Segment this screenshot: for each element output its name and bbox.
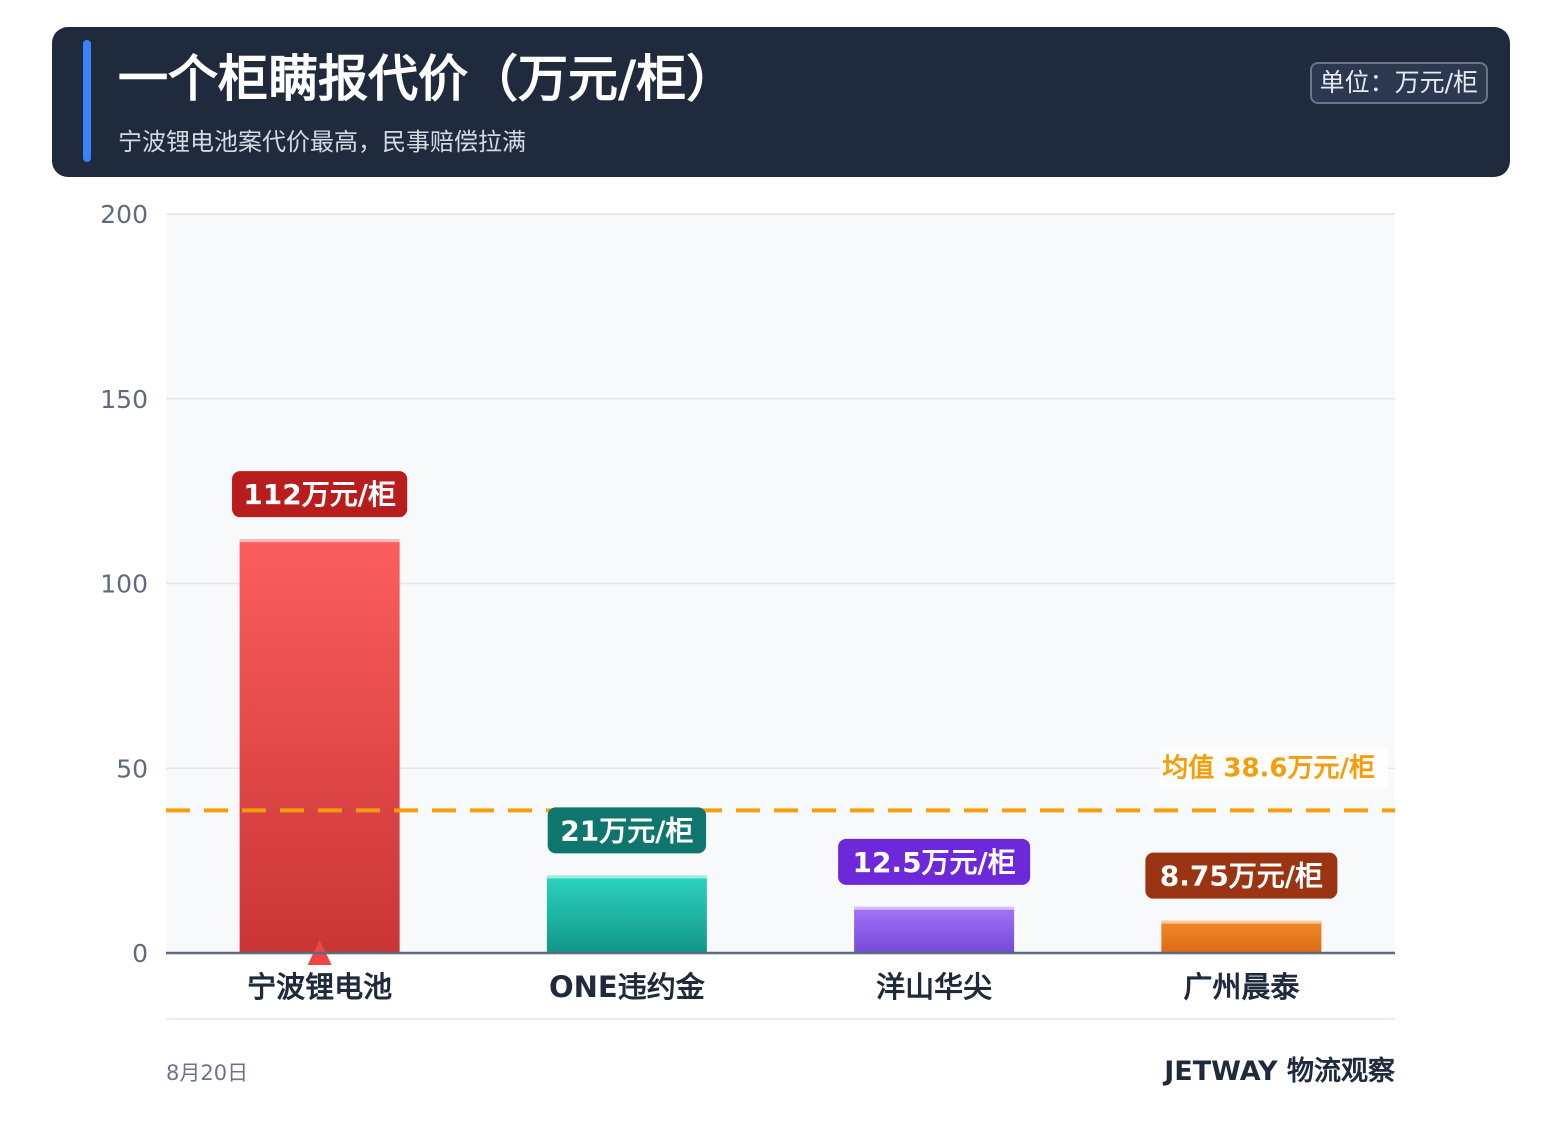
data-label: 8.75万元/柜 xyxy=(1160,860,1323,893)
data-label: 21万元/柜 xyxy=(560,814,693,847)
bar xyxy=(239,539,400,953)
chart-header: 一个柜瞒报代价（万元/柜） 宁波锂电池案代价最高，民事赔偿拉满 单位：万元/柜 xyxy=(52,27,1510,177)
data-label: 12.5万元/柜 xyxy=(852,846,1015,879)
average-label-bg xyxy=(1160,748,1388,789)
data-label-pill xyxy=(547,807,707,854)
unit-badge: 单位：万元/柜 xyxy=(1309,62,1488,104)
data-label-pill xyxy=(838,838,1031,885)
data-label-pill xyxy=(1145,852,1338,899)
x-tick-label: 广州晨泰 xyxy=(1183,970,1300,1004)
footer-date: 8月20日 xyxy=(166,1061,249,1085)
bar xyxy=(546,875,707,953)
y-tick-label: 0 xyxy=(132,939,148,968)
chart-subtitle: 宁波锂电池案代价最高，民事赔偿拉满 xyxy=(118,128,526,156)
header-accent-bar xyxy=(83,40,91,162)
y-tick-label: 200 xyxy=(100,200,148,229)
x-tick-label: 宁波锂电池 xyxy=(247,970,392,1004)
data-label: 112万元/柜 xyxy=(243,478,396,511)
y-tick-label: 100 xyxy=(100,570,148,599)
average-label: 均值 38.6万元/柜 xyxy=(1162,753,1375,783)
bar xyxy=(1161,920,1322,953)
footer-brand: JETWAY 物流观察 xyxy=(1164,1056,1395,1087)
x-tick-label: 洋山华尖 xyxy=(876,970,992,1004)
bar-top-highlight xyxy=(239,539,400,543)
y-tick-label: 150 xyxy=(100,385,148,414)
bar-top-highlight xyxy=(1161,920,1322,924)
bar-top-highlight xyxy=(546,875,707,879)
bar xyxy=(854,906,1015,953)
data-label-pill xyxy=(232,471,408,518)
bar-top-highlight xyxy=(854,906,1015,910)
x-tick-label: ONE违约金 xyxy=(549,970,706,1004)
y-tick-label: 50 xyxy=(116,754,148,783)
chart-title: 一个柜瞒报代价（万元/柜） xyxy=(118,50,737,108)
